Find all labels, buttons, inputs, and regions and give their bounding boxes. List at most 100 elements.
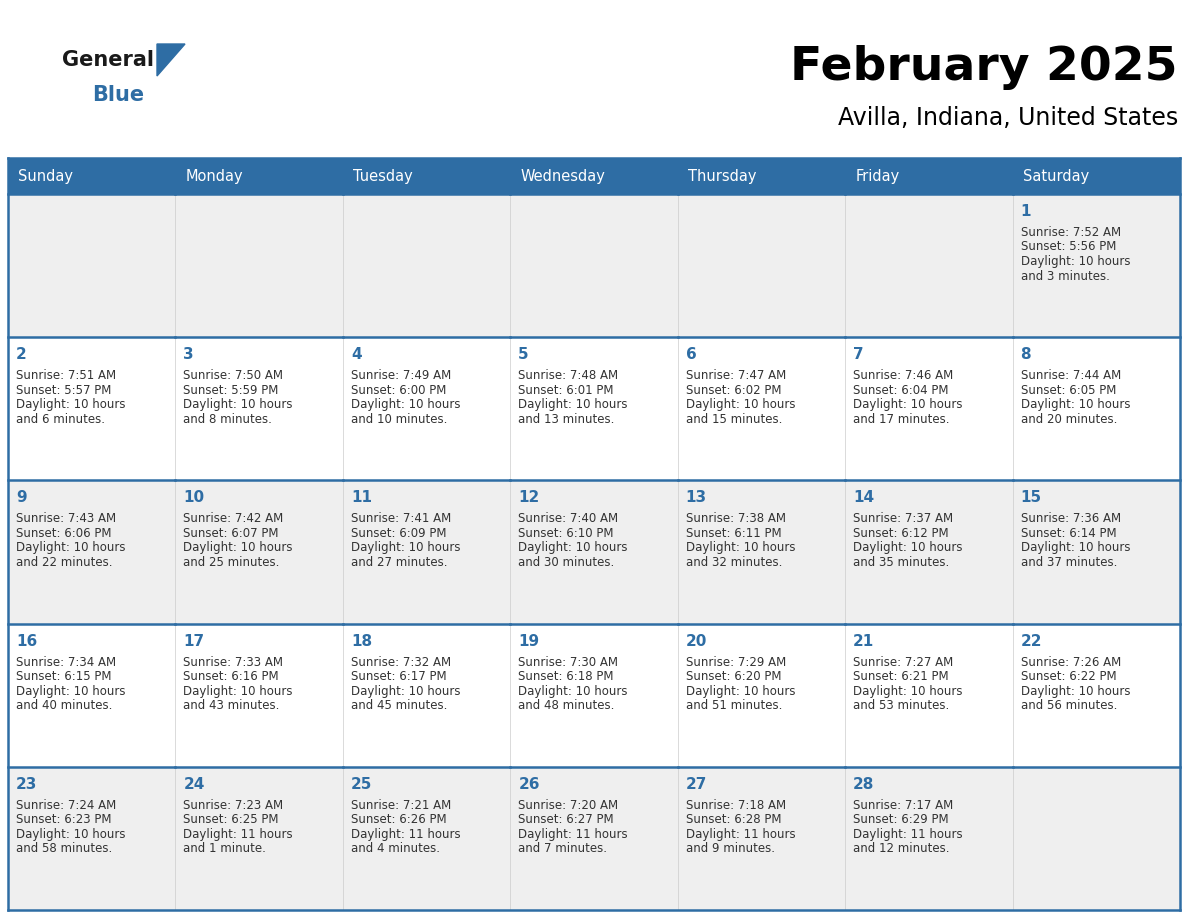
Text: 4: 4 xyxy=(350,347,361,363)
Text: 11: 11 xyxy=(350,490,372,506)
Text: Sunset: 5:57 PM: Sunset: 5:57 PM xyxy=(15,384,112,397)
Text: Sunrise: 7:33 AM: Sunrise: 7:33 AM xyxy=(183,655,284,668)
Text: Daylight: 11 hours: Daylight: 11 hours xyxy=(853,828,962,841)
Text: Blue: Blue xyxy=(91,85,144,105)
Bar xyxy=(677,480,845,623)
Text: Sunset: 6:14 PM: Sunset: 6:14 PM xyxy=(1020,527,1117,540)
Text: and 17 minutes.: and 17 minutes. xyxy=(853,413,949,426)
Text: Daylight: 10 hours: Daylight: 10 hours xyxy=(15,398,126,411)
Text: 5: 5 xyxy=(518,347,529,363)
Bar xyxy=(176,623,343,767)
Text: and 45 minutes.: and 45 minutes. xyxy=(350,700,447,712)
Text: Sunrise: 7:41 AM: Sunrise: 7:41 AM xyxy=(350,512,451,525)
Bar xyxy=(1012,767,1180,910)
Text: Daylight: 10 hours: Daylight: 10 hours xyxy=(518,542,627,554)
Text: Daylight: 11 hours: Daylight: 11 hours xyxy=(183,828,293,841)
Text: Wednesday: Wednesday xyxy=(520,169,605,184)
Text: Daylight: 10 hours: Daylight: 10 hours xyxy=(853,398,962,411)
Text: and 9 minutes.: and 9 minutes. xyxy=(685,843,775,856)
Bar xyxy=(511,480,677,623)
Bar xyxy=(1012,480,1180,623)
Text: Thursday: Thursday xyxy=(688,169,757,184)
Text: and 3 minutes.: and 3 minutes. xyxy=(1020,270,1110,283)
Text: Sunset: 6:09 PM: Sunset: 6:09 PM xyxy=(350,527,447,540)
Text: Daylight: 11 hours: Daylight: 11 hours xyxy=(685,828,795,841)
Text: and 13 minutes.: and 13 minutes. xyxy=(518,413,614,426)
Text: Sunrise: 7:17 AM: Sunrise: 7:17 AM xyxy=(853,799,954,812)
Text: Sunrise: 7:36 AM: Sunrise: 7:36 AM xyxy=(1020,512,1120,525)
Text: 10: 10 xyxy=(183,490,204,506)
Text: Sunset: 6:17 PM: Sunset: 6:17 PM xyxy=(350,670,447,683)
Text: and 10 minutes.: and 10 minutes. xyxy=(350,413,447,426)
Text: Sunrise: 7:32 AM: Sunrise: 7:32 AM xyxy=(350,655,451,668)
Text: Daylight: 11 hours: Daylight: 11 hours xyxy=(350,828,461,841)
Text: Sunset: 6:28 PM: Sunset: 6:28 PM xyxy=(685,813,782,826)
Text: Sunrise: 7:18 AM: Sunrise: 7:18 AM xyxy=(685,799,785,812)
Text: Sunrise: 7:42 AM: Sunrise: 7:42 AM xyxy=(183,512,284,525)
Text: Sunrise: 7:26 AM: Sunrise: 7:26 AM xyxy=(1020,655,1120,668)
Text: General: General xyxy=(62,50,154,70)
Text: 27: 27 xyxy=(685,777,707,792)
Text: and 48 minutes.: and 48 minutes. xyxy=(518,700,614,712)
Text: Sunset: 6:23 PM: Sunset: 6:23 PM xyxy=(15,813,112,826)
Text: Sunrise: 7:40 AM: Sunrise: 7:40 AM xyxy=(518,512,619,525)
Text: Daylight: 10 hours: Daylight: 10 hours xyxy=(685,685,795,698)
Text: and 22 minutes.: and 22 minutes. xyxy=(15,556,113,569)
Text: 16: 16 xyxy=(15,633,37,649)
Text: Sunset: 6:11 PM: Sunset: 6:11 PM xyxy=(685,527,782,540)
Bar xyxy=(176,480,343,623)
Text: Sunrise: 7:50 AM: Sunrise: 7:50 AM xyxy=(183,369,284,382)
Bar xyxy=(343,480,511,623)
Text: and 6 minutes.: and 6 minutes. xyxy=(15,413,105,426)
Text: Sunset: 6:07 PM: Sunset: 6:07 PM xyxy=(183,527,279,540)
Text: Sunset: 5:59 PM: Sunset: 5:59 PM xyxy=(183,384,279,397)
Bar xyxy=(511,337,677,480)
Text: 20: 20 xyxy=(685,633,707,649)
Text: and 27 minutes.: and 27 minutes. xyxy=(350,556,448,569)
Text: Sunset: 6:25 PM: Sunset: 6:25 PM xyxy=(183,813,279,826)
Text: Daylight: 10 hours: Daylight: 10 hours xyxy=(350,685,461,698)
Text: Tuesday: Tuesday xyxy=(353,169,412,184)
Bar xyxy=(845,767,1012,910)
Text: and 30 minutes.: and 30 minutes. xyxy=(518,556,614,569)
Bar xyxy=(1012,623,1180,767)
Text: 21: 21 xyxy=(853,633,874,649)
Text: Friday: Friday xyxy=(855,169,899,184)
Text: 19: 19 xyxy=(518,633,539,649)
Text: Sunrise: 7:49 AM: Sunrise: 7:49 AM xyxy=(350,369,451,382)
Text: 14: 14 xyxy=(853,490,874,506)
Text: Sunset: 6:10 PM: Sunset: 6:10 PM xyxy=(518,527,614,540)
Text: 18: 18 xyxy=(350,633,372,649)
Text: 25: 25 xyxy=(350,777,372,792)
Text: and 56 minutes.: and 56 minutes. xyxy=(1020,700,1117,712)
Bar xyxy=(511,767,677,910)
Bar xyxy=(677,337,845,480)
Text: Daylight: 10 hours: Daylight: 10 hours xyxy=(1020,685,1130,698)
Bar xyxy=(8,623,176,767)
Text: 8: 8 xyxy=(1020,347,1031,363)
Text: 7: 7 xyxy=(853,347,864,363)
Text: Sunrise: 7:23 AM: Sunrise: 7:23 AM xyxy=(183,799,284,812)
Text: Daylight: 10 hours: Daylight: 10 hours xyxy=(350,398,461,411)
Text: Sunset: 6:20 PM: Sunset: 6:20 PM xyxy=(685,670,782,683)
Text: Avilla, Indiana, United States: Avilla, Indiana, United States xyxy=(838,106,1178,130)
Bar xyxy=(176,767,343,910)
Text: and 51 minutes.: and 51 minutes. xyxy=(685,700,782,712)
Text: Daylight: 10 hours: Daylight: 10 hours xyxy=(1020,542,1130,554)
Text: 23: 23 xyxy=(15,777,37,792)
Text: Sunrise: 7:38 AM: Sunrise: 7:38 AM xyxy=(685,512,785,525)
Text: Sunday: Sunday xyxy=(18,169,72,184)
Text: Sunset: 6:06 PM: Sunset: 6:06 PM xyxy=(15,527,112,540)
Text: Daylight: 10 hours: Daylight: 10 hours xyxy=(15,542,126,554)
Text: Sunrise: 7:44 AM: Sunrise: 7:44 AM xyxy=(1020,369,1120,382)
Text: Sunset: 6:22 PM: Sunset: 6:22 PM xyxy=(1020,670,1117,683)
Text: 9: 9 xyxy=(15,490,26,506)
Text: and 40 minutes.: and 40 minutes. xyxy=(15,700,113,712)
Bar xyxy=(677,623,845,767)
Text: Sunrise: 7:29 AM: Sunrise: 7:29 AM xyxy=(685,655,786,668)
Text: Sunset: 6:18 PM: Sunset: 6:18 PM xyxy=(518,670,614,683)
Text: Sunrise: 7:47 AM: Sunrise: 7:47 AM xyxy=(685,369,786,382)
Text: 3: 3 xyxy=(183,347,194,363)
Text: and 53 minutes.: and 53 minutes. xyxy=(853,700,949,712)
Text: Sunset: 6:29 PM: Sunset: 6:29 PM xyxy=(853,813,949,826)
